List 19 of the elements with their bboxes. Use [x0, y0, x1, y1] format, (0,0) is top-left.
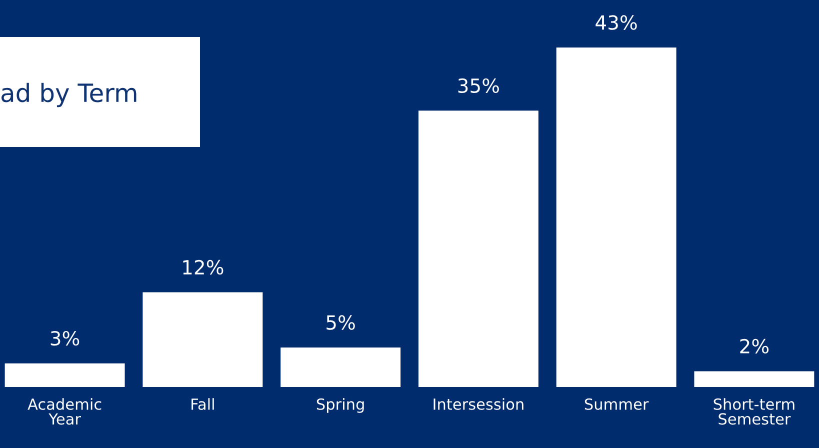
x-tick-label: Intersession: [434, 398, 524, 410]
data-label: 2%: [740, 338, 769, 354]
x-tick-label: Academic Year: [28, 398, 102, 425]
data-label: 35%: [458, 78, 499, 94]
data-label: 12%: [183, 260, 224, 275]
bar: [142, 292, 263, 387]
data-label: 43%: [596, 15, 637, 30]
bar: [4, 363, 125, 387]
x-tick-label: Short-term Semester: [714, 398, 794, 425]
bar: [418, 110, 538, 387]
bar: [556, 48, 676, 387]
data-label: 3%: [50, 330, 80, 346]
data-label: 5%: [326, 315, 355, 330]
bar: [280, 348, 401, 387]
text: ad by Term: [2, 82, 136, 108]
x-tick-label: Summer: [584, 398, 649, 410]
x-tick-label: Fall: [192, 398, 214, 410]
x-tick-label: Spring: [316, 398, 364, 413]
bar: [694, 371, 814, 387]
